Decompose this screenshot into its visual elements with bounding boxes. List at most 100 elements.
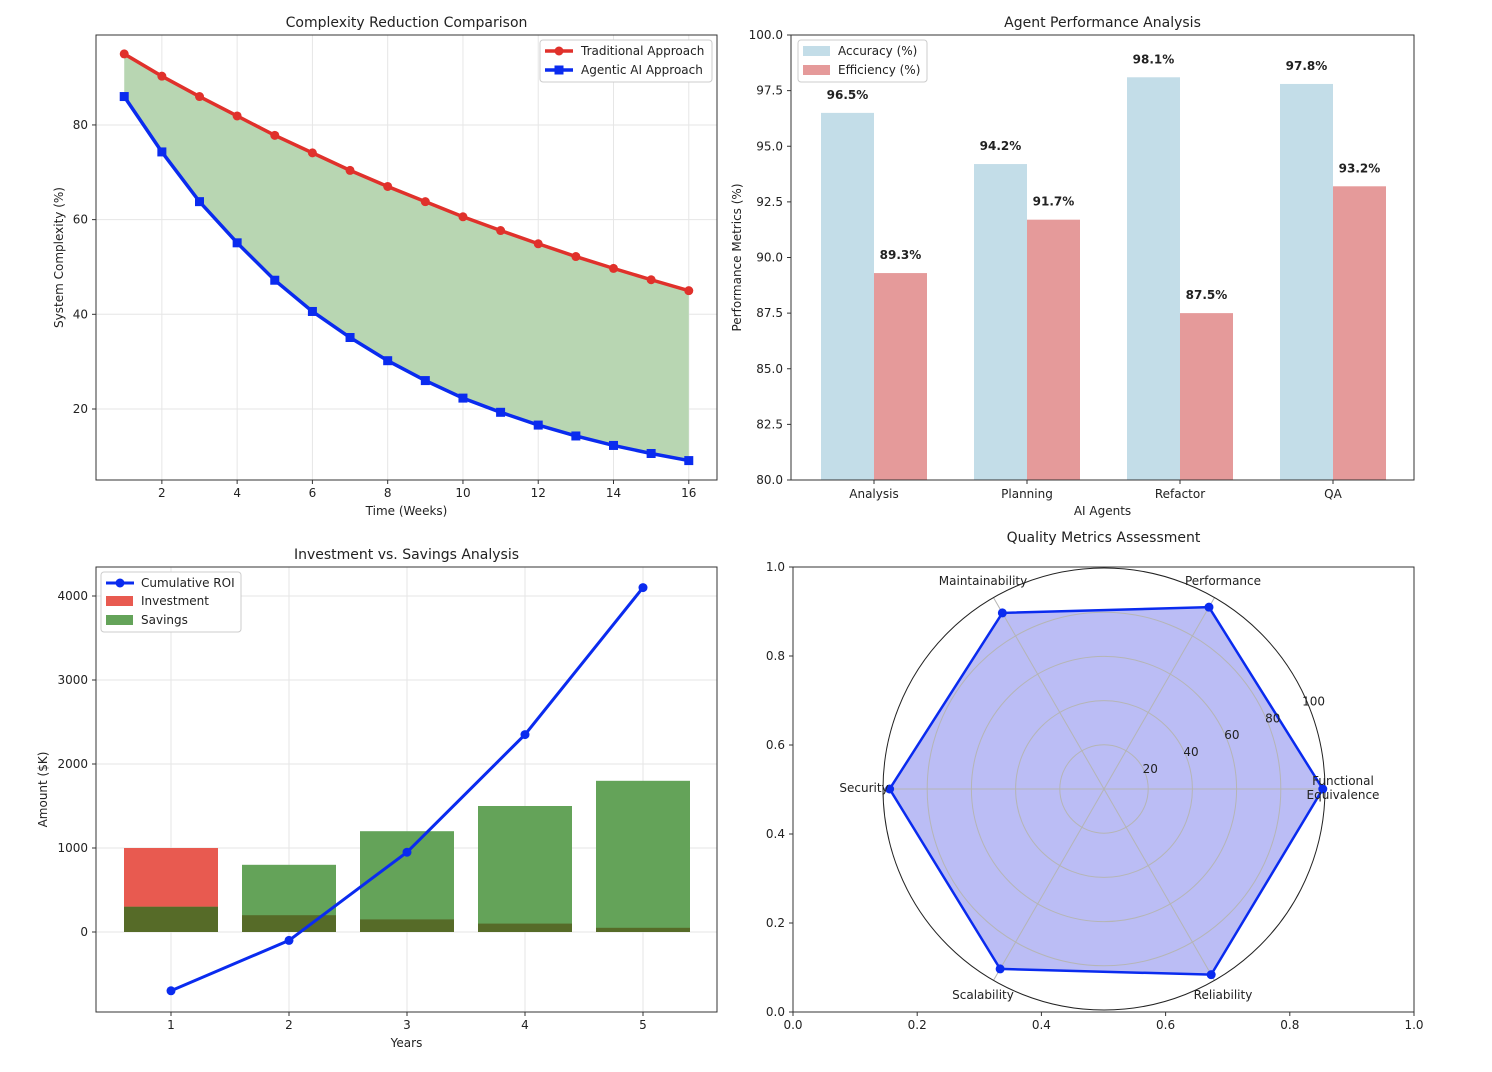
radial-tick-label: 60 bbox=[1224, 728, 1239, 742]
y-axis-label: Performance Metrics (%) bbox=[730, 184, 744, 332]
radar-point bbox=[1204, 602, 1214, 612]
radar-point bbox=[1206, 970, 1216, 980]
data-point bbox=[646, 448, 656, 458]
x-tick-label: 0.0 bbox=[783, 1018, 802, 1032]
y-tick-label: 82.5 bbox=[756, 417, 783, 431]
y-tick-label: 92.5 bbox=[756, 195, 783, 209]
legend-marker bbox=[115, 578, 125, 588]
radar-point bbox=[995, 964, 1005, 974]
bar-savings bbox=[360, 831, 454, 932]
x-tick-label: 14 bbox=[606, 486, 621, 500]
data-label: 91.7% bbox=[1033, 195, 1075, 209]
y-tick-label: 4000 bbox=[57, 589, 88, 603]
x-tick-label: Refactor bbox=[1155, 487, 1205, 501]
legend: Accuracy (%) Efficiency (%) bbox=[797, 39, 928, 83]
radial-tick-label: 20 bbox=[1143, 762, 1158, 776]
y-tick-label: 90.0 bbox=[756, 251, 783, 265]
data-point bbox=[383, 356, 393, 366]
x-tick-label: 5 bbox=[639, 1018, 647, 1032]
axis-category-label: Performance bbox=[1185, 574, 1261, 588]
data-point bbox=[232, 238, 242, 248]
data-point bbox=[119, 49, 129, 59]
data-point bbox=[609, 263, 618, 273]
data-point bbox=[345, 333, 355, 343]
x-tick-label: Analysis bbox=[849, 487, 898, 501]
data-point bbox=[420, 376, 430, 386]
y-tick-label: 100.0 bbox=[749, 28, 783, 42]
data-point bbox=[646, 275, 656, 285]
data-point bbox=[496, 226, 506, 236]
legend-label: Accuracy (%) bbox=[838, 44, 917, 58]
data-point bbox=[119, 92, 129, 102]
data-label: 94.2% bbox=[980, 139, 1022, 153]
x-tick-label: 0.2 bbox=[908, 1018, 927, 1032]
y-tick-label: 80.0 bbox=[756, 473, 783, 487]
bar-efficiency bbox=[1027, 219, 1080, 481]
bar-efficiency bbox=[1333, 186, 1386, 481]
roi-point bbox=[638, 583, 648, 593]
legend-swatch bbox=[106, 596, 133, 606]
legend-swatch bbox=[803, 46, 830, 56]
y-axis-label: Amount ($K) bbox=[36, 752, 50, 828]
data-point bbox=[232, 111, 242, 121]
y-tick-label: 0 bbox=[80, 925, 88, 939]
y-tick-label: 60 bbox=[73, 213, 88, 227]
bar-efficiency bbox=[874, 273, 927, 480]
x-axis-label: AI Agents bbox=[1074, 504, 1131, 518]
data-point bbox=[345, 165, 355, 175]
data-point bbox=[270, 130, 280, 140]
x-tick-label: 0.4 bbox=[1032, 1018, 1051, 1032]
roi-point bbox=[402, 847, 412, 857]
x-tick-label: 0.6 bbox=[1156, 1018, 1175, 1032]
data-point bbox=[307, 148, 317, 158]
legend-box bbox=[100, 571, 242, 633]
data-point bbox=[383, 181, 393, 191]
legend-label: Cumulative ROI bbox=[141, 576, 235, 590]
axis-category-label: Maintainability bbox=[939, 574, 1027, 588]
data-point bbox=[533, 420, 543, 430]
complexity-chart: 2 4 6 8 10 12 14 16 20 40 60 80 Complexity Reduction… bbox=[52, 15, 718, 518]
x-tick-label: 2 bbox=[158, 486, 166, 500]
bar-overlap bbox=[242, 915, 336, 932]
data-label: 87.5% bbox=[1186, 288, 1228, 302]
y-tick-label: 95.0 bbox=[756, 139, 783, 153]
bar-accuracy bbox=[974, 164, 1027, 481]
plot-frame bbox=[95, 34, 718, 481]
data-label: 97.8% bbox=[1286, 59, 1328, 73]
data-point bbox=[571, 252, 581, 262]
radial-tick-label: 80 bbox=[1265, 711, 1280, 725]
bar-accuracy bbox=[1127, 77, 1180, 481]
bar-accuracy bbox=[1280, 83, 1333, 480]
y-tick-label: 85.0 bbox=[756, 362, 783, 376]
bar-overlap bbox=[478, 923, 572, 932]
chart-title: Quality Metrics Assessment bbox=[1007, 530, 1201, 546]
bar-accuracy bbox=[821, 112, 874, 480]
legend-box bbox=[797, 39, 928, 83]
data-point bbox=[571, 431, 581, 441]
plot-frame bbox=[95, 566, 718, 1013]
y-tick-label: 40 bbox=[73, 307, 88, 321]
x-axis-label: Years bbox=[390, 1036, 423, 1050]
data-point bbox=[684, 286, 694, 296]
radial-tick-label: 40 bbox=[1183, 745, 1198, 759]
data-point bbox=[458, 212, 468, 222]
x-tick-label: 3 bbox=[403, 1018, 411, 1032]
roi-point bbox=[166, 986, 176, 996]
roi-point bbox=[284, 935, 294, 945]
bar-overlap bbox=[360, 919, 454, 932]
x-tick-label: 4 bbox=[521, 1018, 529, 1032]
bar-savings bbox=[596, 780, 690, 932]
bar-savings bbox=[478, 806, 572, 932]
angular-gridline bbox=[993, 788, 1105, 981]
radar-point bbox=[1318, 784, 1328, 794]
chart-title: Complexity Reduction Comparison bbox=[286, 15, 528, 31]
y-tick-label: 0.6 bbox=[766, 738, 785, 752]
legend-label: Efficiency (%) bbox=[838, 63, 920, 77]
x-tick-label: 6 bbox=[309, 486, 317, 500]
bar-efficiency bbox=[1180, 313, 1233, 480]
legend: Cumulative ROI Investment Savings bbox=[100, 571, 242, 633]
y-tick-label: 87.5 bbox=[756, 306, 783, 320]
y-tick-label: 80 bbox=[73, 118, 88, 132]
angular-gridline bbox=[993, 597, 1105, 790]
